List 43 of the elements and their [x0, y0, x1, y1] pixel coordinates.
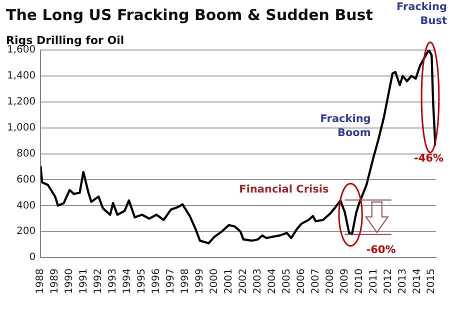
x-tick-label: 2003: [252, 268, 264, 294]
y-tick-label: 200: [16, 226, 36, 238]
x-tick-label: 1994: [122, 268, 134, 294]
y-tick-label: 600: [16, 174, 36, 186]
annotation: Fracking Bust: [396, 1, 447, 27]
x-tick-label: 2015: [426, 268, 438, 294]
chart-title: The Long US Fracking Boom & Sudden Bust: [6, 6, 373, 24]
x-tick-label: 1995: [136, 268, 148, 294]
x-tick-label: 2005: [281, 268, 292, 294]
x-tick-label: 1997: [166, 268, 177, 294]
x-tick-label: 2004: [266, 268, 278, 294]
x-tick-label: 2001: [223, 268, 234, 294]
x-tick-label: 2000: [209, 268, 220, 294]
x-tick-label: 2002: [238, 268, 249, 294]
y-tick-label: 1,000: [6, 122, 36, 134]
y-tick-label: 1,400: [6, 70, 36, 82]
x-tick-label: 1988: [35, 268, 46, 294]
annotation: Financial Crisis: [239, 184, 329, 196]
x-tick-label: 1990: [64, 268, 76, 294]
y-tick-label: 800: [16, 148, 36, 160]
y-tick-label: 400: [16, 200, 36, 212]
x-tick-label: 2013: [397, 268, 408, 294]
annotation: Fracking Boom: [320, 112, 371, 139]
x-tick-label: 1998: [180, 268, 192, 294]
x-tick-label: 1993: [108, 268, 119, 294]
x-tick-label: 2007: [310, 268, 322, 294]
x-tick-label: 2009: [339, 268, 350, 294]
y-tick-label: 1,600: [6, 44, 36, 56]
x-tick-label: 1996: [151, 268, 162, 294]
annotation: -46%: [414, 152, 444, 165]
x-tick-label: 1989: [50, 268, 61, 294]
x-tick-label: 1991: [78, 268, 90, 294]
x-tick-label: 1999: [194, 268, 206, 294]
y-tick-label: 0: [29, 252, 36, 264]
x-tick-label: 2006: [296, 268, 307, 294]
x-tick-label: 2012: [382, 268, 394, 294]
y-tick-label: 1,200: [6, 96, 36, 108]
x-tick-label: 2011: [368, 268, 380, 294]
x-tick-label: 2008: [324, 268, 336, 294]
x-tick-label: 2014: [412, 268, 423, 294]
x-tick-label: 2010: [354, 268, 365, 294]
x-tick-label: 1992: [93, 268, 104, 294]
annotation: -60%: [366, 244, 396, 256]
